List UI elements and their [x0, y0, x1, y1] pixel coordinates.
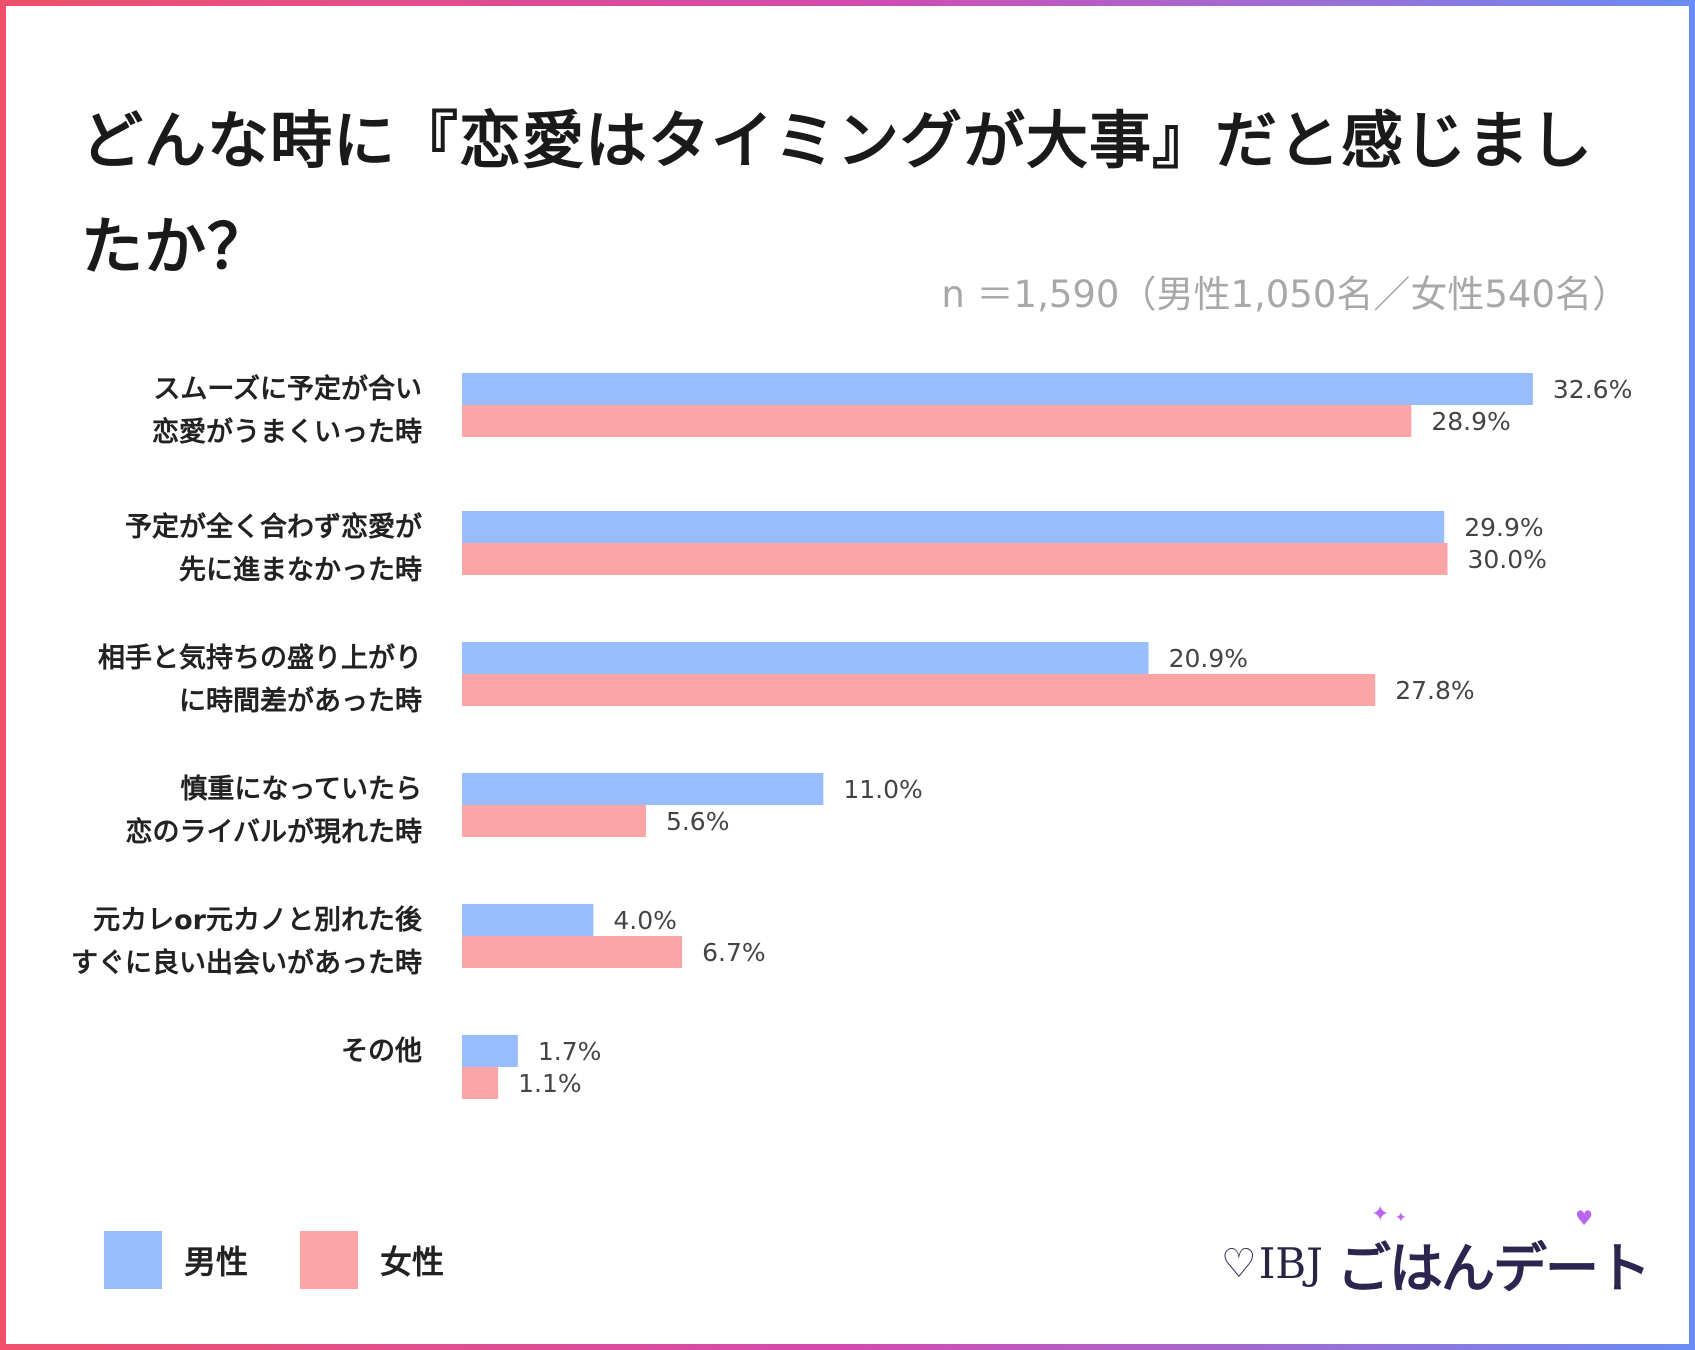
category-label-line: 慎重になっていたら	[180, 774, 422, 805]
bar-female	[462, 543, 1448, 575]
bar-male	[462, 773, 824, 805]
heart-outline-icon: ♡	[1220, 1240, 1257, 1287]
sample-size-note: n ＝1,590（男性1,050名／女性540名）	[941, 273, 1629, 316]
sparkle-small-icon: ✦	[1395, 1210, 1407, 1226]
category-label: 慎重になっていたら恋のライバルが現れた時	[126, 774, 422, 848]
value-label-male: 32.6%	[1553, 375, 1632, 404]
category-label: その他	[341, 1036, 422, 1067]
legend: 男性 女性	[104, 1231, 496, 1289]
category-label-line: 恋愛がうまくいった時	[152, 416, 422, 448]
bar-male	[462, 1035, 518, 1067]
category-label-line: その他	[341, 1036, 422, 1067]
category-label-line: スムーズに予定が合い	[153, 373, 422, 405]
value-label-female: 6.7%	[702, 938, 766, 967]
sparkle-icon: ✦	[1371, 1202, 1389, 1227]
bar-male	[462, 642, 1149, 674]
heart-icon: ♥	[1575, 1206, 1593, 1230]
bar-female	[462, 805, 646, 837]
bar-male	[462, 511, 1445, 543]
value-label-female: 27.8%	[1395, 676, 1474, 705]
category-label: 元カレor元カノと別れた後すぐに良い出会いがあった時	[71, 905, 423, 979]
legend-label-male: 男性	[184, 1243, 249, 1281]
category-label: スムーズに予定が合い恋愛がうまくいった時	[152, 373, 422, 448]
chart-card: どんな時に『恋愛はタイミングが大事』だと感じましたか？ n ＝1,590（男性1…	[6, 6, 1689, 1344]
category-label-line: すぐに良い出会いがあった時	[71, 947, 422, 979]
bar-female	[462, 674, 1376, 706]
chart-title: どんな時に『恋愛はタイミングが大事』だと感じましたか？	[81, 104, 1594, 283]
bar-chart: スムーズに予定が合い恋愛がうまくいった時 32.6% 28.9% 予定が全く合わず恋愛…	[71, 373, 1632, 1099]
category-label: 予定が全く合わず恋愛が先に進まなかった時	[125, 511, 422, 586]
category-label-line: 予定が全く合わず恋愛が	[125, 511, 422, 543]
legend-label-female: 女性	[380, 1243, 445, 1281]
value-label-male: 11.0%	[843, 775, 922, 804]
bar-male	[462, 373, 1533, 405]
brand-logo: ♡ IBJ ✦ ✦ ♥ ごはんデート	[1220, 1202, 1651, 1303]
legend-swatch-male	[104, 1231, 162, 1289]
brand-name: ごはんデート	[1337, 1237, 1651, 1300]
brand-name-wrap: ✦ ✦ ♥ ごはんデート	[1337, 1202, 1651, 1303]
category-label: 相手と気持ちの盛り上がりに時間差があった時	[98, 642, 422, 717]
bar-female	[462, 1067, 499, 1099]
value-label-female: 28.9%	[1431, 407, 1510, 436]
bar-male	[462, 904, 594, 936]
value-label-female: 1.1%	[518, 1069, 582, 1098]
category-label-line: 相手と気持ちの盛り上がり	[98, 642, 422, 674]
value-label-male: 20.9%	[1169, 644, 1248, 673]
legend-item-male: 男性	[104, 1231, 248, 1289]
bar-female	[462, 405, 1412, 437]
value-label-male: 4.0%	[613, 906, 677, 935]
category-label-line: に時間差があった時	[179, 685, 422, 717]
bar-female	[462, 936, 683, 968]
value-label-male: 1.7%	[538, 1037, 602, 1066]
category-label-line: 元カレor元カノと別れた後	[93, 905, 423, 936]
value-label-female: 30.0%	[1468, 545, 1547, 574]
value-label-male: 29.9%	[1464, 513, 1543, 542]
brand-prefix: IBJ	[1258, 1239, 1323, 1288]
value-label-female: 5.6%	[666, 807, 730, 836]
category-label-line: 恋のライバルが現れた時	[126, 816, 422, 848]
legend-swatch-female	[300, 1231, 359, 1289]
category-label-line: 先に進まなかった時	[179, 555, 422, 586]
legend-item-female: 女性	[300, 1231, 444, 1289]
